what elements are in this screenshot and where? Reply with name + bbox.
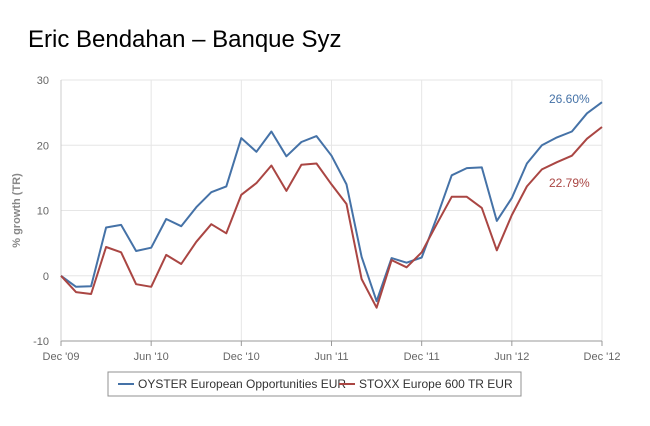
- y-tick-label: 0: [43, 271, 49, 283]
- grid: [60, 79, 603, 342]
- x-tick-label: Jun '11: [314, 351, 348, 363]
- y-axis-label: % growth (TR): [11, 173, 23, 248]
- end-value-label: 22.79%: [549, 176, 590, 190]
- x-tick-label: Jun '12: [494, 351, 529, 363]
- y-tick-label: -10: [33, 336, 49, 348]
- y-tick-label: 30: [37, 75, 49, 87]
- legend-item[interactable]: STOXX Europe 600 TR EUR: [339, 377, 513, 391]
- legend-label: STOXX Europe 600 TR EUR: [359, 377, 513, 391]
- x-tick-label: Dec '10: [223, 351, 260, 363]
- end-labels: 26.60% 22.79%: [549, 92, 590, 190]
- chart-title: Eric Bendahan – Banque Syz: [28, 26, 342, 53]
- x-tick-label: Dec '12: [584, 351, 621, 363]
- x-tick-label: Dec '09: [43, 351, 80, 363]
- series-line-2: [60, 126, 603, 309]
- legend-box: [107, 371, 522, 397]
- end-value-label: 26.60%: [549, 92, 590, 106]
- x-tick-label: Jun '10: [134, 351, 169, 363]
- legend-item[interactable]: OYSTER European Opportunities EUR: [118, 377, 346, 391]
- legend-label: OYSTER European Opportunities EUR: [138, 377, 346, 391]
- y-tick-label: 20: [37, 140, 49, 152]
- legend[interactable]: OYSTER European Opportunities EUR STOXX E…: [107, 371, 522, 397]
- series-line-1: [60, 101, 603, 303]
- x-tick-label: Dec '11: [404, 351, 440, 363]
- series-lines: [60, 101, 603, 309]
- y-tick-label: 10: [37, 206, 49, 218]
- axes: 30 20 10 0 -10 Dec '09 Jun '10 Dec '10 Jun '11 De…: [11, 75, 620, 363]
